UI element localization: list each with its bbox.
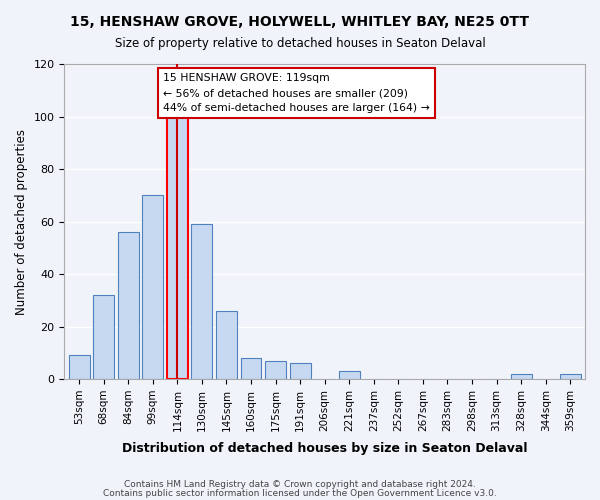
Bar <box>290 364 311 379</box>
Y-axis label: Number of detached properties: Number of detached properties <box>15 128 28 314</box>
Bar <box>167 114 188 379</box>
X-axis label: Distribution of detached houses by size in Seaton Delaval: Distribution of detached houses by size … <box>122 442 527 455</box>
Text: 15, HENSHAW GROVE, HOLYWELL, WHITLEY BAY, NE25 0TT: 15, HENSHAW GROVE, HOLYWELL, WHITLEY BAY… <box>71 15 530 29</box>
Bar <box>241 358 262 379</box>
Bar <box>142 196 163 379</box>
Bar <box>118 232 139 379</box>
Text: Contains HM Land Registry data © Crown copyright and database right 2024.: Contains HM Land Registry data © Crown c… <box>124 480 476 489</box>
Bar <box>69 356 89 379</box>
Bar <box>93 295 114 379</box>
Bar <box>191 224 212 379</box>
Text: 15 HENSHAW GROVE: 119sqm
← 56% of detached houses are smaller (209)
44% of semi-: 15 HENSHAW GROVE: 119sqm ← 56% of detach… <box>163 74 430 113</box>
Bar <box>511 374 532 379</box>
Text: Contains public sector information licensed under the Open Government Licence v3: Contains public sector information licen… <box>103 488 497 498</box>
Bar <box>339 371 359 379</box>
Bar <box>265 360 286 379</box>
Bar <box>216 311 237 379</box>
Bar <box>560 374 581 379</box>
Text: Size of property relative to detached houses in Seaton Delaval: Size of property relative to detached ho… <box>115 38 485 51</box>
